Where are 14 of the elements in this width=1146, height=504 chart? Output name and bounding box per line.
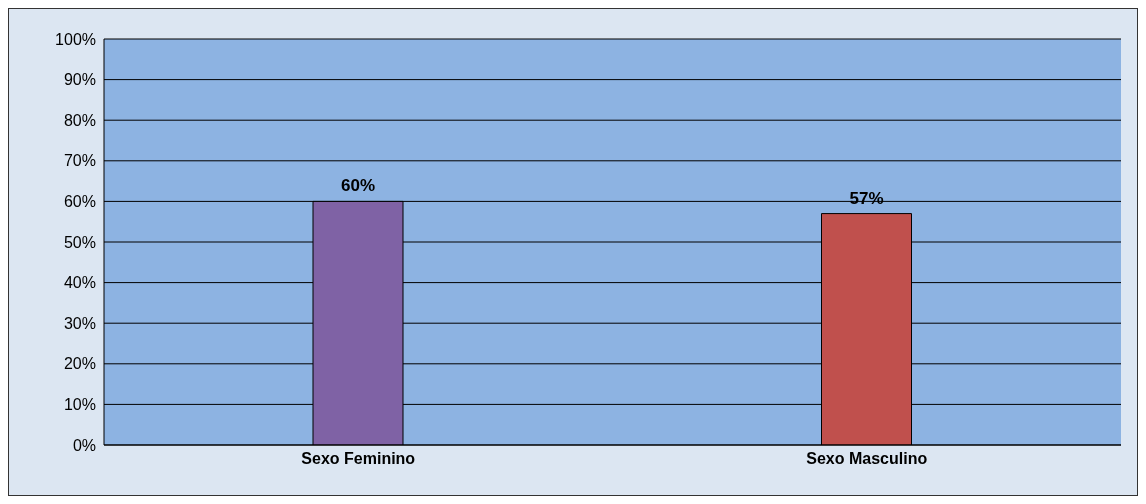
y-tick-label: 20% [63, 355, 96, 373]
y-tick-label: 50% [63, 233, 96, 251]
x-tick-label: Sexo Masculino [806, 450, 928, 468]
y-tick-label: 90% [63, 71, 96, 89]
y-tick-label: 40% [63, 274, 96, 292]
y-tick-label: 70% [63, 152, 96, 170]
y-tick-label: 0% [72, 436, 96, 454]
y-tick-label: 80% [63, 111, 96, 129]
y-tick-label: 10% [63, 396, 96, 414]
x-tick-label: Sexo Feminino [301, 450, 416, 468]
y-tick-label: 60% [63, 193, 96, 211]
y-tick-label: 30% [63, 314, 96, 332]
data-label: 60% [340, 176, 376, 196]
y-tick-label: 100% [55, 30, 96, 48]
